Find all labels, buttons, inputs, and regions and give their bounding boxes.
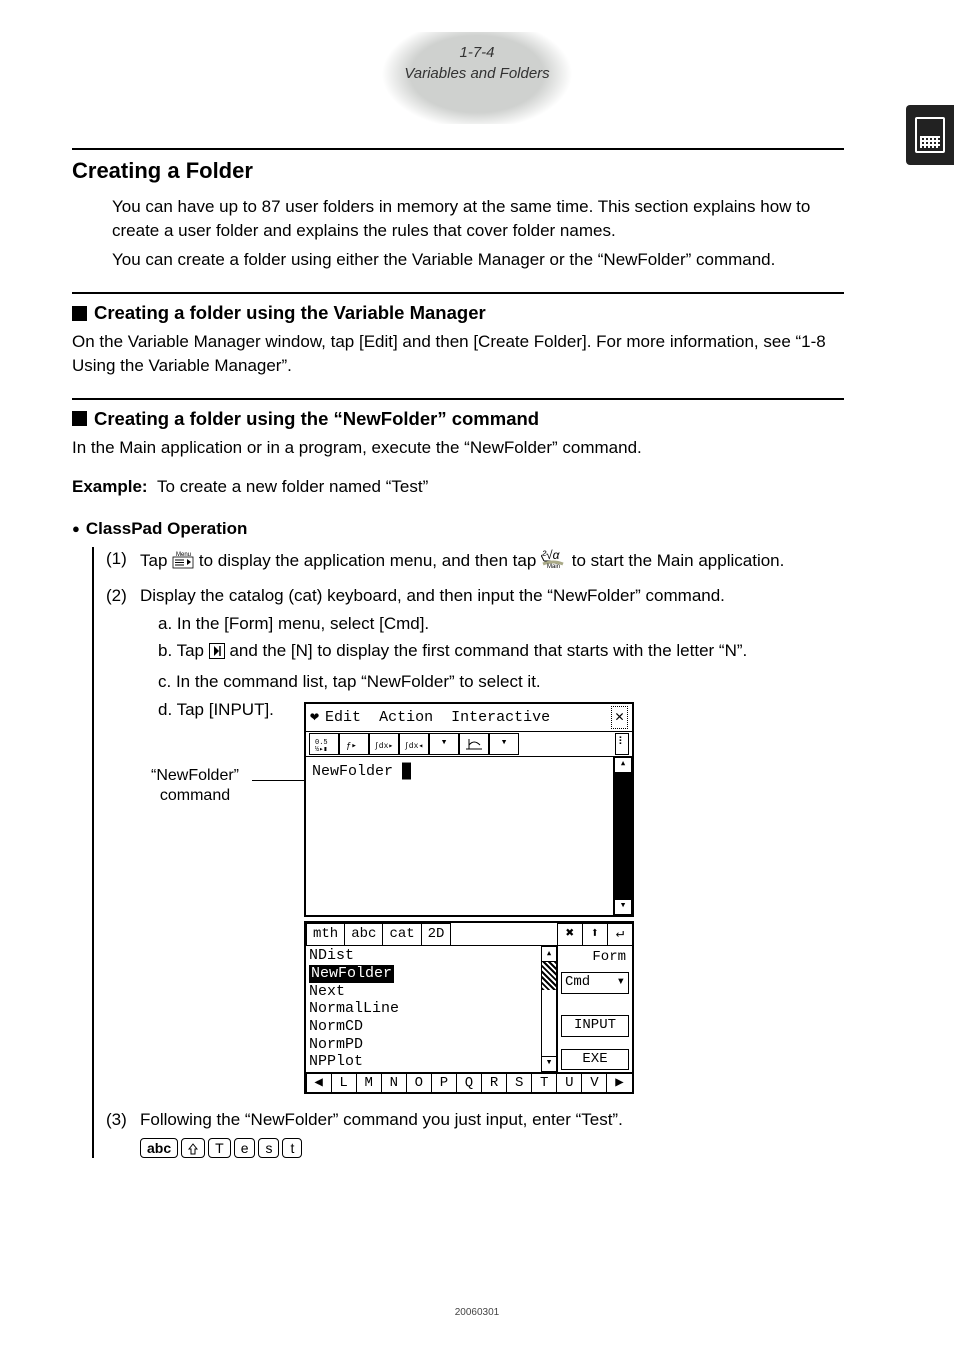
keycap: s [258, 1138, 279, 1158]
subheading-2: Creating a folder using the “NewFolder” … [72, 406, 844, 432]
substep-c: c. In the command list, tap “NewFolder” … [158, 670, 844, 694]
subheading-1: Creating a folder using the Variable Man… [72, 300, 844, 326]
cmd-dropdown: Cmd▾ [561, 972, 629, 994]
intro-paragraph-2: You can create a folder using either the… [112, 248, 844, 272]
screenshot-menubar: ❤ Edit Action Interactive ✕ [306, 704, 632, 732]
toolbar-btn: ∫dx▸ [369, 733, 399, 755]
keycap-shift [181, 1138, 205, 1158]
command-list: NDist NewFolder Next NormalLine NormCD N… [306, 946, 558, 1072]
toolbar-btn: 0.5½▸▮ [309, 733, 339, 755]
scroll-up-icon: ▴ [614, 757, 632, 773]
keycap: t [282, 1138, 302, 1158]
section-title: Variables and Folders [372, 63, 582, 84]
svg-text:²√α: ²√α [542, 548, 561, 562]
page-title: Creating a Folder [72, 156, 844, 187]
bullet-icon: ● [72, 520, 80, 538]
substep-a: a. In the [Form] menu, select [Cmd]. [158, 612, 844, 636]
leader-line [252, 780, 306, 781]
scroll-down-icon: ▾ [541, 1056, 557, 1072]
main-app-icon: ²√α Main [541, 547, 567, 576]
sub2-body: In the Main application or in a program,… [72, 436, 844, 460]
delete-icon: ✖ [557, 923, 583, 946]
svg-text:ƒ▸: ƒ▸ [346, 741, 357, 751]
step-1: (1) Tap Menu to display the application … [106, 547, 844, 576]
menu-icon: Menu [172, 549, 194, 576]
example-line: Example: To create a new folder named “T… [72, 475, 844, 499]
square-bullet-icon [72, 411, 87, 426]
selected-command: NewFolder [309, 965, 394, 983]
operation-heading: ●ClassPad Operation [72, 517, 844, 541]
keycap-abc: abc [140, 1138, 178, 1158]
canvas-text: NewFolder █ [306, 757, 614, 915]
svg-text:∫dx◂: ∫dx◂ [404, 742, 423, 751]
form-label: Form [561, 948, 629, 968]
close-icon: ✕ [611, 706, 628, 729]
steps-container: (1) Tap Menu to display the application … [92, 547, 844, 1158]
shift-icon: ⬆ [582, 923, 608, 946]
screenshot-toolbar: 0.5½▸▮ ƒ▸ ∫dx▸ ∫dx◂ ▾ ▾ ⠇ [306, 732, 632, 757]
enter-icon: ↵ [607, 923, 633, 946]
toolbar-btn: ∫dx◂ [399, 733, 429, 755]
page-number: 1-7-4 [372, 42, 582, 63]
calculator-icon [915, 117, 945, 153]
scroll-up-icon: ▴ [541, 946, 557, 962]
heart-icon: ❤ [310, 707, 319, 728]
exe-button: EXE [561, 1049, 629, 1071]
scroll-down-icon: ▾ [614, 899, 632, 915]
divider [72, 292, 844, 294]
keycap-row: abc T e s t [140, 1138, 844, 1158]
keycap: e [234, 1138, 256, 1158]
step-2: (2) Display the catalog (cat) keyboard, … [106, 584, 844, 1094]
side-tab [906, 105, 954, 165]
calculator-screenshot: ❤ Edit Action Interactive ✕ 0.5½▸▮ [304, 702, 634, 1094]
toolbar-btn: ƒ▸ [339, 733, 369, 755]
toolbar-btn: ▾ [429, 733, 459, 755]
advance-icon [209, 642, 225, 666]
keyboard-tabs: mth abc cat 2D ✖ ⬆ ↵ [306, 923, 632, 947]
substep-b: b. Tap and the [N] to display the first … [158, 639, 844, 666]
toolbar-more-icon: ⠇ [615, 733, 629, 755]
svg-text:Main: Main [547, 564, 560, 569]
toolbar-btn: ▾ [489, 733, 519, 755]
intro-paragraph-1: You can have up to 87 user folders in me… [112, 195, 844, 243]
svg-text:∫dx▸: ∫dx▸ [374, 742, 393, 751]
divider [72, 398, 844, 400]
newfolder-label: “NewFolder” command [140, 766, 250, 806]
sub1-body: On the Variable Manager window, tap [Edi… [72, 330, 844, 378]
keycap: T [208, 1138, 231, 1158]
footer-date: 20060301 [0, 1306, 954, 1320]
header-badge: 1-7-4 Variables and Folders [372, 32, 582, 124]
svg-text:½▸▮: ½▸▮ [315, 745, 328, 751]
divider [72, 148, 844, 150]
step-3: (3) Following the “NewFolder” command yo… [106, 1108, 844, 1158]
alpha-row: ◀ L M N O P Q R S T U V [306, 1072, 632, 1092]
input-button: INPUT [561, 1015, 629, 1037]
scrollbar: ▴ ▾ [614, 757, 632, 915]
toolbar-btn [459, 733, 489, 755]
square-bullet-icon [72, 306, 87, 321]
